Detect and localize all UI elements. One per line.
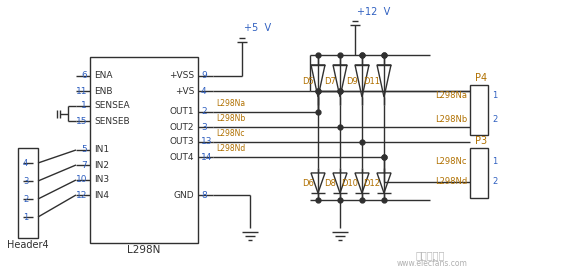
Text: 10: 10 [75, 176, 87, 185]
Text: OUT1: OUT1 [169, 108, 194, 117]
Text: 11: 11 [75, 87, 87, 96]
Text: 2: 2 [492, 177, 497, 186]
Bar [470, 148, 488, 198]
Text: P3: P3 [475, 136, 487, 146]
Text: D12: D12 [363, 179, 380, 188]
Text: 7: 7 [81, 161, 87, 170]
Text: 1: 1 [23, 212, 28, 221]
Text: IN1: IN1 [94, 146, 109, 155]
Text: 1: 1 [492, 158, 497, 167]
Text: 4: 4 [201, 87, 207, 96]
Text: L298Nd: L298Nd [435, 177, 467, 186]
Text: +VSS: +VSS [169, 72, 194, 81]
Text: +5  V: +5 V [244, 23, 271, 33]
Text: D11: D11 [363, 76, 380, 85]
Text: ENB: ENB [94, 87, 112, 96]
Text: D8: D8 [324, 179, 336, 188]
Text: 9: 9 [201, 72, 207, 81]
Text: 3: 3 [23, 177, 28, 185]
Text: ENA: ENA [94, 72, 112, 81]
Text: +12  V: +12 V [357, 7, 391, 17]
Text: 14: 14 [201, 153, 213, 162]
Text: SENSEA: SENSEA [94, 102, 130, 111]
Text: D5: D5 [302, 76, 314, 85]
Text: 2: 2 [492, 115, 497, 124]
Text: L298Nb: L298Nb [216, 114, 245, 123]
Bar [470, 85, 488, 135]
Text: 2: 2 [201, 108, 207, 117]
Text: L298Nc: L298Nc [435, 158, 467, 167]
Text: OUT2: OUT2 [169, 123, 194, 132]
Text: 电子发烧友: 电子发烧友 [415, 250, 445, 260]
Text: +VS: +VS [175, 87, 194, 96]
Text: 2: 2 [23, 194, 28, 203]
Text: OUT4: OUT4 [169, 153, 194, 162]
Text: 15: 15 [75, 117, 87, 126]
Text: IN2: IN2 [94, 161, 109, 170]
Text: D10: D10 [341, 179, 358, 188]
Text: IN4: IN4 [94, 191, 109, 200]
Text: P4: P4 [475, 73, 487, 83]
Text: L298Nb: L298Nb [435, 115, 467, 124]
Text: L298Nc: L298Nc [216, 129, 244, 138]
Text: D9: D9 [346, 76, 358, 85]
Text: Header4: Header4 [7, 240, 49, 250]
Text: L298Na: L298Na [216, 99, 245, 108]
Text: D6: D6 [302, 179, 314, 188]
Text: 1: 1 [492, 91, 497, 99]
Text: SENSEB: SENSEB [94, 117, 130, 126]
Text: 12: 12 [75, 191, 87, 200]
Text: L298N: L298N [127, 245, 161, 255]
Text: 1: 1 [81, 102, 87, 111]
Text: 4: 4 [23, 159, 28, 168]
Text: 8: 8 [201, 191, 207, 200]
Text: www.elecfans.com: www.elecfans.com [396, 260, 468, 269]
Text: L298Na: L298Na [435, 91, 467, 99]
Text: D7: D7 [324, 76, 336, 85]
Text: GND: GND [173, 191, 194, 200]
Bar [90, 57, 198, 243]
Bar [18, 148, 38, 238]
Text: 3: 3 [201, 123, 207, 132]
Text: IN3: IN3 [94, 176, 109, 185]
Text: 6: 6 [81, 72, 87, 81]
Text: L298Nd: L298Nd [216, 144, 245, 153]
Text: 5: 5 [81, 146, 87, 155]
Text: 13: 13 [201, 138, 213, 147]
Text: OUT3: OUT3 [169, 138, 194, 147]
